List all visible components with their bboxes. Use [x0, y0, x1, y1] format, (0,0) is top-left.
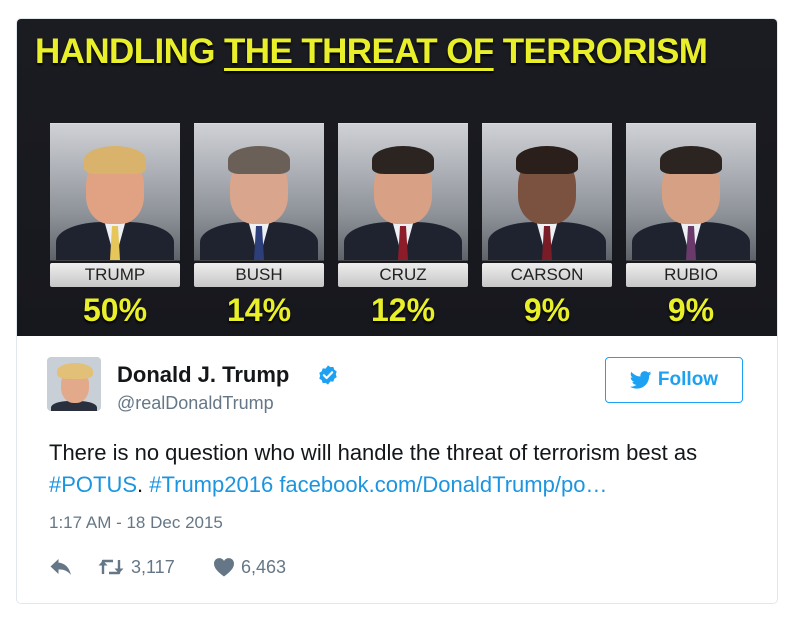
candidate-name: CRUZ	[338, 263, 468, 287]
candidate-names: TRUMP BUSH CRUZ CARSON RUBIO	[50, 263, 770, 287]
candidate-name: RUBIO	[626, 263, 756, 287]
candidate-name: TRUMP	[50, 263, 180, 287]
follow-button[interactable]: Follow	[605, 357, 743, 403]
like-count: 6,463	[241, 556, 287, 577]
reply-button[interactable]	[49, 557, 97, 577]
poll-graphic[interactable]: HANDLING THE THREAT OF TERRORISM	[17, 19, 777, 336]
verified-badge-icon	[319, 365, 337, 385]
tweet-actions: 3,117 6,463	[49, 553, 286, 581]
retweet-count: 3,117	[131, 556, 175, 577]
hashtag-link[interactable]: #POTUS	[49, 472, 138, 497]
tweet-text: There is no question who will handle the…	[49, 440, 698, 497]
like-button[interactable]: 6,463	[213, 557, 286, 578]
candidate-photo-bush	[194, 123, 324, 261]
tweet-card: HANDLING THE THREAT OF TERRORISM	[16, 18, 778, 604]
retweet-icon	[98, 559, 124, 575]
candidate-photos	[50, 123, 770, 261]
avatar[interactable]	[47, 357, 101, 411]
candidate-percent: 14%	[226, 292, 292, 328]
external-link[interactable]: facebook.com/DonaldTrump/po…	[279, 472, 608, 497]
hashtag-link[interactable]: #Trump2016	[149, 472, 274, 497]
user-handle[interactable]: @realDonaldTrump	[117, 393, 274, 413]
candidate-percents: 50% 14% 12% 9% 9%	[50, 289, 770, 331]
heart-icon	[214, 558, 234, 577]
candidate-percent: 12%	[370, 292, 436, 328]
candidate-photo-cruz	[338, 123, 468, 261]
tweet-timestamp[interactable]: 1:17 AM - 18 Dec 2015	[49, 513, 223, 532]
twitter-bird-icon	[629, 371, 652, 389]
candidate-name: CARSON	[482, 263, 612, 287]
display-name[interactable]: Donald J. Trump	[117, 362, 290, 387]
retweet-button[interactable]: 3,117	[97, 557, 213, 578]
candidate-percent: 50%	[82, 292, 148, 328]
candidate-name: BUSH	[194, 263, 324, 287]
candidate-photo-rubio	[626, 123, 756, 261]
follow-label: Follow	[657, 369, 719, 390]
candidate-percent: 9%	[667, 292, 715, 328]
candidate-percent: 9%	[523, 292, 571, 328]
candidate-photo-carson	[482, 123, 612, 261]
candidate-photo-trump	[50, 123, 180, 261]
reply-icon	[50, 559, 71, 575]
poll-title: HANDLING THE THREAT OF TERRORISM	[35, 32, 708, 71]
